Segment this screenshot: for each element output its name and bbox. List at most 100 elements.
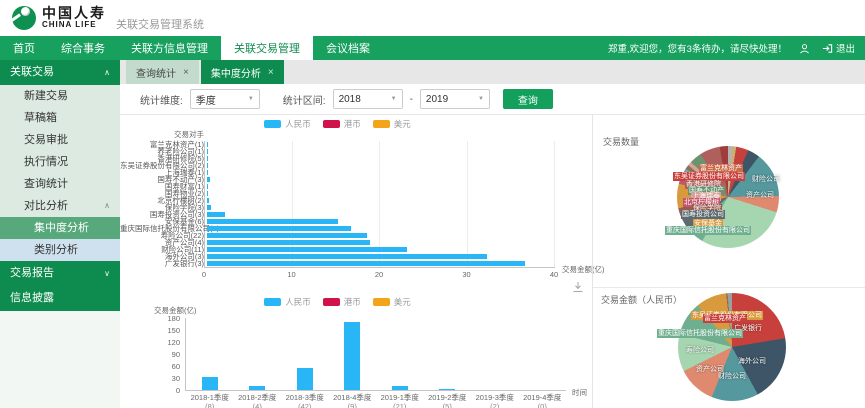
- welcome-message: 郑重,欢迎您，您有3条待办，请尽快处理！: [608, 44, 787, 55]
- hbar-bar: [207, 205, 211, 210]
- legend-swatch: [264, 120, 282, 128]
- hbar-bar: [207, 191, 209, 196]
- vbar-x-axis-line: [185, 390, 566, 391]
- hbar-row: 香港研修院(5): [120, 155, 554, 162]
- sidebar: 关联交易 ∧ 新建交易 草稿箱 交易审批 执行情况 查询统计 对比分析 ∧ 集中度分析 类别分析 交易…: [0, 60, 120, 408]
- legend-swatch: [372, 298, 390, 306]
- pie-slice-label: 资产公司: [746, 192, 774, 199]
- main-navbar: 首页 综合事务 关联方信息管理 关联交易管理 会议档案 郑重,欢迎您，您有3条待办，请尽…: [0, 36, 865, 60]
- hbar-category-label: 国寿投资公司(3): [149, 210, 204, 219]
- hbar-row: 广发银行(3): [120, 260, 554, 267]
- vbar-x-labels: 2018-1季度 (8) 2018-2季度 (4) 2018-3季度 (42) 2018-4…: [186, 393, 566, 408]
- legend-swatch: [264, 298, 282, 306]
- pie-slice-label: 保险学院: [692, 204, 722, 213]
- hbar-row: 资产公司(4): [120, 239, 554, 246]
- hbar-category-label: 寿险公司(22): [160, 231, 204, 240]
- logout-button[interactable]: 退出: [822, 41, 855, 55]
- hbar-bar: [207, 198, 209, 203]
- pie-slice-label: 财险公司: [718, 373, 746, 380]
- user-icon[interactable]: [799, 43, 810, 54]
- range-separator: -: [409, 93, 413, 105]
- tab-query-statistics[interactable]: 查询统计 ×: [126, 60, 199, 84]
- pie-charts-area: 交易数量 财险公司 资产公司 富兰克林资产 东吴证券股份有限公司 香港研修院 国寿不动产上…: [592, 115, 865, 408]
- caret-down-icon: ∨: [104, 269, 110, 278]
- range-start-select[interactable]: 2018 ▼: [332, 89, 403, 109]
- hbar-category-label: 安保基金(6): [164, 217, 204, 226]
- close-icon[interactable]: ×: [183, 66, 189, 78]
- pie-slice-label: 安保基金: [693, 219, 723, 228]
- sidebar-item-transaction-approval[interactable]: 交易审批: [0, 129, 120, 151]
- y-axis-title-amount: 交易金额(亿): [154, 306, 197, 315]
- legend-swatch: [322, 120, 340, 128]
- legend-item-美元[interactable]: 美元: [372, 296, 411, 308]
- hbar-bar: [207, 142, 208, 147]
- hbar-category-label: 富兰克林资产(1): [149, 140, 204, 149]
- y-tick-label: 60: [171, 362, 180, 371]
- legend-item-美元[interactable]: 美元: [372, 118, 411, 130]
- vbar-category-label: 2019-1季度 (21): [380, 393, 419, 408]
- nav-item-home[interactable]: 首页: [13, 43, 35, 55]
- sidebar-item-category-analysis[interactable]: 类别分析: [0, 239, 120, 261]
- sidebar-item-comparison-analysis[interactable]: 对比分析 ∧: [0, 195, 120, 217]
- sidebar-item-concentration-analysis[interactable]: 集中度分析: [0, 217, 120, 239]
- close-icon[interactable]: ×: [267, 66, 274, 78]
- legend-item-人民币[interactable]: 人民币: [264, 296, 311, 308]
- content-panel: 统计维度: 季度 ▼ 统计区间: 2018 ▼ - 2019 ▼ 查询 人民币 港币 美元…: [120, 84, 865, 408]
- hbar-bar: [207, 170, 209, 175]
- download-icon[interactable]: [572, 281, 584, 296]
- vbar-bar: [391, 385, 408, 390]
- china-life-logo-icon: [11, 6, 36, 30]
- y-tick-label: 30: [171, 374, 180, 383]
- sidebar-item-new-transaction[interactable]: 新建交易: [0, 85, 120, 107]
- system-title: 关联交易管理系统: [116, 19, 204, 31]
- x-tick-label: 20: [374, 270, 384, 279]
- sidebar-item-related-transaction[interactable]: 关联交易 ∧: [0, 60, 120, 85]
- search-button[interactable]: 查询: [502, 89, 553, 109]
- hbar-category-label: 国寿物业(2): [164, 189, 204, 198]
- nav-item-meeting-archive[interactable]: 会议档案: [326, 43, 370, 55]
- logout-icon: [822, 43, 833, 53]
- hbar-bar: [207, 240, 370, 245]
- nav-item-general-affairs[interactable]: 综合事务: [61, 43, 105, 55]
- legend-item-港币[interactable]: 港币: [322, 296, 361, 308]
- hbar-row: 安保基金(6): [120, 218, 554, 225]
- sidebar-item-draft-box[interactable]: 草稿箱: [0, 107, 120, 129]
- vbar-category-label: 2018-4季度 (9): [333, 393, 372, 408]
- legend-bottom-chart: 人民币 港币 美元: [120, 296, 555, 308]
- hbar-row: 国寿投资公司(3): [120, 211, 554, 218]
- hbar-row: 海外公司(3): [120, 253, 554, 260]
- vbar-category-label: 2019-3季度 (2): [475, 393, 514, 408]
- hbar-bar: [207, 163, 208, 168]
- tab-concentration-analysis[interactable]: 集中度分析 ×: [200, 60, 284, 84]
- hbar-category-label: 财险公司(11): [161, 245, 204, 254]
- sidebar-item-query-statistics[interactable]: 查询统计: [0, 173, 120, 195]
- x-tick-label: 40: [549, 270, 559, 279]
- y-tick-label: 180: [167, 314, 180, 323]
- hbar-row: 国寿不动产(3): [120, 176, 554, 183]
- vbar-bar: [296, 368, 313, 390]
- hbar-bar: [207, 156, 208, 161]
- legend-item-港币[interactable]: 港币: [322, 118, 361, 130]
- hbar-row: 养老险公司(1): [120, 148, 554, 155]
- vbar-bar: [249, 385, 266, 390]
- hbar-row: 国寿物业(2): [120, 190, 554, 197]
- sidebar-item-transaction-report[interactable]: 交易报告 ∨: [0, 261, 120, 286]
- hbar-category-label: 重庆国际信托股份有限公司(4): [120, 224, 220, 233]
- sidebar-item-execution-status[interactable]: 执行情况: [0, 151, 120, 173]
- hbar-row: 重庆国际信托股份有限公司(4): [120, 225, 554, 232]
- hbar-row: 寿险公司(22): [120, 232, 554, 239]
- nav-item-related-transaction-mgmt[interactable]: 关联交易管理: [221, 36, 313, 60]
- hbar-bar: [207, 219, 339, 224]
- hbar-bar: [207, 212, 226, 217]
- hbar-row: 财险公司(11): [120, 246, 554, 253]
- hbar-row: 保险学院(3): [120, 204, 554, 211]
- dimension-select[interactable]: 季度 ▼: [189, 89, 260, 109]
- sidebar-item-information-disclosure[interactable]: 信息披露: [0, 286, 120, 311]
- range-end-select[interactable]: 2019 ▼: [419, 89, 490, 109]
- hbar-category-label: 国寿不动产(3): [157, 175, 204, 184]
- vbar-bar: [344, 322, 361, 390]
- legend-item-人民币[interactable]: 人民币: [264, 118, 311, 130]
- nav-item-related-party-info[interactable]: 关联方信息管理: [131, 43, 208, 55]
- hbar-bar: [207, 247, 407, 252]
- hbar-category-label: 上海瑞泰(1): [164, 168, 204, 177]
